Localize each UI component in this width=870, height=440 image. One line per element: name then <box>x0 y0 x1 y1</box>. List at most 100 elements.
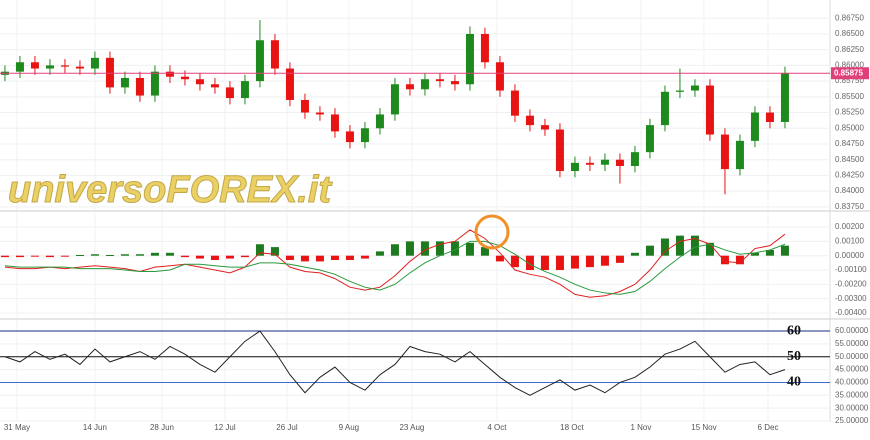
y-tick-label: 55.00000 <box>835 339 869 348</box>
candle-body <box>225 87 234 99</box>
candle-body <box>405 84 414 90</box>
last-price-box <box>831 67 869 80</box>
candle-body <box>735 140 744 170</box>
histogram-bar <box>705 242 714 256</box>
y-tick-label: -0.00100 <box>835 265 867 274</box>
x-tick-label: 14 Jun <box>83 423 107 432</box>
candle-body <box>495 62 504 91</box>
candle-body <box>435 79 444 82</box>
histogram-bar <box>630 252 639 256</box>
histogram-bar <box>780 245 789 256</box>
candle-body <box>780 72 789 122</box>
histogram-bar <box>75 254 84 256</box>
y-tick-label: 0.86250 <box>835 45 864 54</box>
y-tick-label: 0.00200 <box>835 222 864 231</box>
candle-body <box>105 57 114 88</box>
histogram-bar <box>240 255 249 258</box>
candle-body <box>570 162 579 172</box>
oscillator-line <box>4 330 786 396</box>
candle-body <box>240 81 249 99</box>
histogram-bar <box>465 242 474 256</box>
candle-body <box>285 68 294 100</box>
y-tick-label: 0.85500 <box>835 92 864 101</box>
highlight-circle <box>474 214 510 250</box>
histogram-bar <box>435 241 444 256</box>
candle-body <box>390 84 399 115</box>
histogram-bar <box>600 255 609 266</box>
histogram-bar <box>645 245 654 256</box>
y-tick-label: 0.84750 <box>835 139 864 148</box>
candle-body <box>300 99 309 113</box>
y-tick-label: 35.00000 <box>835 390 869 399</box>
histogram-bar <box>555 255 564 271</box>
candle-body <box>615 159 624 166</box>
candle-body <box>555 129 564 172</box>
candle-body <box>705 85 714 135</box>
histogram-bar <box>675 235 684 256</box>
candle-body <box>765 112 774 122</box>
histogram-bar <box>510 255 519 268</box>
histogram-bar <box>45 255 54 258</box>
candle-body <box>750 112 759 141</box>
histogram-bar <box>360 255 369 259</box>
x-tick-label: 15 Nov <box>691 423 716 432</box>
candle-body <box>675 90 684 92</box>
histogram-bar <box>15 255 24 258</box>
y-tick-label: -0.00200 <box>835 279 867 288</box>
candle-body <box>585 162 594 165</box>
x-tick-label: 28 Jun <box>150 423 174 432</box>
candle-body <box>270 40 279 69</box>
x-tick-label: 26 Jul <box>276 423 298 432</box>
y-tick-label: 50.00000 <box>835 352 869 361</box>
histogram-bar <box>135 254 144 256</box>
histogram-bar <box>765 249 774 256</box>
candle-body <box>450 81 459 85</box>
histogram-bar <box>750 252 759 256</box>
y-tick-label: 0.86000 <box>835 60 864 69</box>
level-label: 40 <box>787 375 801 390</box>
y-tick-label: 0.85250 <box>835 108 864 117</box>
candle-body <box>30 62 39 69</box>
level-label: 60 <box>787 323 801 338</box>
x-tick-label: 6 Dec <box>758 423 779 432</box>
y-tick-label: 25.00000 <box>835 416 869 425</box>
histogram-bar <box>255 244 264 256</box>
histogram-bar <box>405 241 414 256</box>
histogram-bar <box>180 255 189 258</box>
candle-body <box>465 33 474 85</box>
y-tick-label: 45.00000 <box>835 365 869 374</box>
histogram-bar <box>720 255 729 265</box>
candle-body <box>360 128 369 143</box>
candle-body <box>420 79 429 90</box>
candle-body <box>120 77 129 88</box>
candle-body <box>315 112 324 115</box>
candle-body <box>345 131 354 143</box>
x-tick-label: 9 Aug <box>339 423 359 432</box>
candle-body <box>330 114 339 132</box>
histogram-bar <box>195 255 204 259</box>
level-label: 50 <box>787 349 801 364</box>
x-tick-label: 4 Oct <box>487 423 507 432</box>
watermark: universoFOREX.it <box>8 169 332 211</box>
histogram-bar <box>30 255 39 257</box>
histogram-bar <box>570 255 579 269</box>
candle-body <box>600 159 609 165</box>
histogram-bar <box>390 244 399 256</box>
y-tick-label: 0.84000 <box>835 186 864 195</box>
y-tick-label: 0.86500 <box>835 29 864 38</box>
x-tick-label: 12 Jul <box>214 423 236 432</box>
y-tick-label: 0.00100 <box>835 236 864 245</box>
y-tick-label: 0.00000 <box>835 251 864 260</box>
candle-body <box>75 66 84 69</box>
candle-body <box>195 79 204 85</box>
histogram-bar <box>345 255 354 260</box>
histogram-bar <box>480 247 489 256</box>
candle-body <box>720 134 729 170</box>
y-tick-label: 0.83750 <box>835 202 864 211</box>
y-tick-label: -0.00400 <box>835 308 867 317</box>
candle-body <box>255 40 264 82</box>
x-tick-label: 31 May <box>4 423 30 432</box>
candle-body <box>510 90 519 116</box>
